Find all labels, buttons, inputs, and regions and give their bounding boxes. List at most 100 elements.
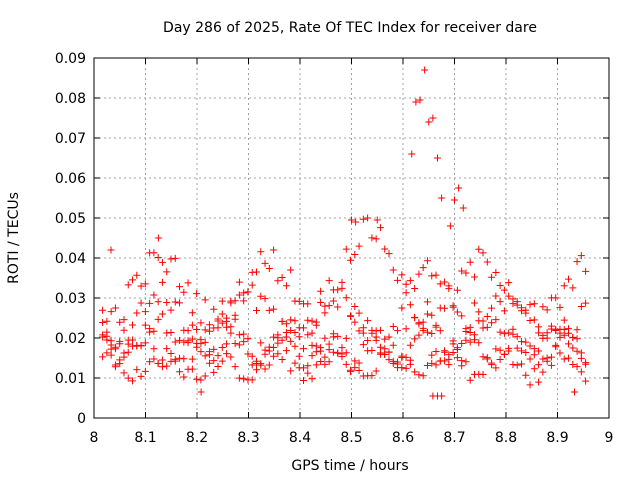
data-point (466, 323, 474, 331)
data-point (308, 341, 316, 349)
data-point (483, 354, 491, 362)
data-point (492, 345, 500, 353)
data-point (355, 242, 363, 250)
data-point (107, 308, 115, 316)
data-point (445, 361, 453, 369)
data-point (146, 325, 154, 333)
data-point (129, 336, 137, 344)
data-point (428, 351, 436, 359)
data-point (479, 249, 487, 257)
data-point (475, 308, 483, 316)
data-point (124, 374, 132, 382)
data-point (543, 354, 551, 362)
data-point (569, 333, 577, 341)
data-point (210, 345, 218, 353)
data-point (385, 333, 393, 341)
data-point (99, 306, 107, 314)
data-point (205, 321, 213, 329)
data-point (338, 278, 346, 286)
data-point (197, 388, 205, 396)
data-point (569, 284, 577, 292)
data-point (265, 306, 273, 314)
data-point (355, 309, 363, 317)
data-point (513, 333, 521, 341)
data-point (227, 329, 235, 337)
data-point (300, 364, 308, 372)
data-point (372, 336, 380, 344)
data-point (438, 194, 446, 202)
y-tick-label: 0.01 (55, 371, 86, 387)
data-point (133, 271, 141, 279)
data-point (248, 281, 256, 289)
data-point (334, 303, 342, 311)
data-point (214, 324, 222, 332)
data-point (184, 279, 192, 287)
data-point (214, 363, 222, 371)
data-point (402, 325, 410, 333)
data-point (376, 349, 384, 357)
data-point (129, 321, 137, 329)
data-point (359, 341, 367, 349)
data-point (449, 337, 457, 345)
data-point (252, 307, 260, 315)
data-point (565, 354, 573, 362)
data-point (325, 277, 333, 285)
data-point (146, 299, 154, 307)
data-point (304, 331, 312, 339)
data-point (488, 304, 496, 312)
data-point (565, 329, 573, 337)
data-point (317, 287, 325, 295)
data-point (158, 258, 166, 266)
data-point (342, 360, 350, 368)
x-tick-label: 8.3 (237, 430, 259, 446)
data-point (342, 245, 350, 253)
data-point (304, 300, 312, 308)
data-point (261, 259, 269, 267)
data-point (129, 276, 137, 284)
data-point (321, 353, 329, 361)
data-point (526, 301, 534, 309)
data-point (394, 276, 402, 284)
data-point (458, 312, 466, 320)
data-point (479, 371, 487, 379)
data-point (522, 338, 530, 346)
data-point (513, 361, 521, 369)
data-point (458, 339, 466, 347)
data-point (317, 347, 325, 355)
data-point (252, 268, 260, 276)
data-point (188, 309, 196, 317)
data-point (518, 347, 526, 355)
data-point (270, 305, 278, 313)
data-point (402, 289, 410, 297)
points-layer (99, 66, 590, 400)
data-point (372, 235, 380, 243)
data-point (116, 318, 124, 326)
data-point (163, 298, 171, 306)
data-point (411, 368, 419, 376)
data-point (419, 372, 427, 380)
data-point (492, 269, 500, 277)
data-point (312, 342, 320, 350)
data-point (381, 335, 389, 343)
data-point (116, 360, 124, 368)
data-point (223, 350, 231, 358)
data-point (158, 356, 166, 364)
data-point (505, 329, 513, 337)
data-point (479, 324, 487, 332)
x-tick-label: 8.8 (495, 430, 517, 446)
data-point (325, 358, 333, 366)
data-point (235, 291, 243, 299)
data-point (158, 278, 166, 286)
grid-layer (94, 58, 609, 418)
data-point (278, 318, 286, 326)
data-point (530, 351, 538, 359)
data-point (573, 258, 581, 266)
data-point (278, 273, 286, 281)
data-point (355, 359, 363, 367)
data-point (167, 328, 175, 336)
data-point (573, 326, 581, 334)
data-point (492, 292, 500, 300)
data-point (492, 316, 500, 324)
data-point (408, 150, 416, 158)
data-point (419, 264, 427, 272)
